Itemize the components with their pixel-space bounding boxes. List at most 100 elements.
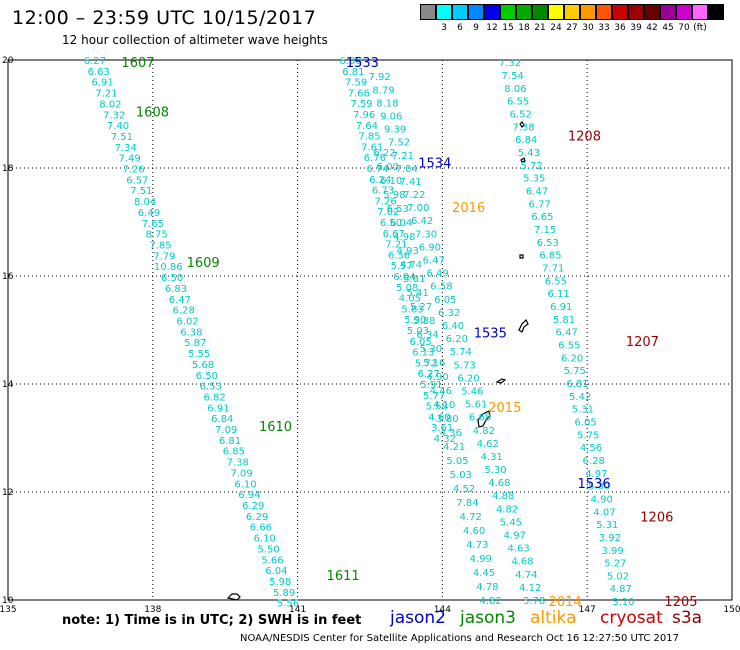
- pass-label: 1536: [578, 477, 611, 492]
- island-north-1: [518, 318, 529, 333]
- satellite-tracks: 6.276.636.917.218.027.327.407.517.347.49…: [84, 56, 635, 610]
- swh-value: 6.38: [180, 327, 202, 338]
- swh-value: 6.55: [558, 340, 580, 351]
- swh-value: 5.98: [269, 577, 291, 588]
- swh-value: 6.50: [161, 273, 183, 284]
- swh-value: 4.74: [515, 570, 537, 581]
- swh-value: 5.43: [518, 148, 540, 159]
- swh-value: 7.40: [107, 121, 129, 132]
- scale-swatch: [500, 4, 516, 20]
- swh-value: 6.63: [88, 67, 110, 78]
- scale-label: 33: [598, 23, 610, 33]
- swh-value: 3.99: [601, 546, 623, 557]
- legend-s3a: s3a: [672, 608, 703, 628]
- swh-value: 7.30: [415, 229, 437, 240]
- island-north-4: [519, 121, 525, 128]
- swh-value: 5.03: [407, 326, 429, 337]
- swh-value: 6.47: [556, 328, 578, 339]
- swh-value: 7.09: [230, 468, 252, 479]
- swh-value: 7.09: [215, 425, 237, 436]
- swh-value: 5.35: [523, 174, 545, 185]
- swh-value: 5.83: [401, 304, 423, 315]
- swh-value: 4.12: [519, 583, 541, 594]
- pass-labels: 1607 1608 1609 1610 1611 1533 1534 1535 1536 2016…: [121, 56, 697, 610]
- swh-value: 6.53: [537, 238, 559, 249]
- scale-swatch: [452, 4, 468, 20]
- swh-value: 7.15: [534, 225, 556, 236]
- swh-value: 6.82: [203, 392, 225, 403]
- scale-swatch: [692, 4, 708, 20]
- swh-value: 5.87: [184, 338, 206, 349]
- swh-value: 7.61: [361, 142, 383, 153]
- swh-value: 6.83: [165, 284, 187, 295]
- swh-value: 7.04: [396, 164, 418, 175]
- swh-value: 6.10: [380, 176, 402, 187]
- swh-value: 7.49: [118, 154, 140, 165]
- swh-value: 6.73: [372, 186, 394, 197]
- island-north-2: [519, 254, 524, 259]
- swh-value: 7.84: [456, 498, 478, 509]
- scale-label: 18: [518, 23, 530, 33]
- swh-value: 5.81: [403, 274, 425, 285]
- scale-swatch: [516, 4, 532, 20]
- scale-swatch: [676, 4, 692, 20]
- swh-value: 6.05: [409, 337, 431, 348]
- swh-value: 5.90: [404, 315, 426, 326]
- swh-value: 5.30: [484, 465, 506, 476]
- legend-jason3: jason3: [460, 608, 516, 628]
- swh-value: 6.81: [219, 436, 241, 447]
- scale-swatch: [660, 4, 676, 20]
- swh-value: 7.22: [403, 190, 425, 201]
- swh-value: 7.96: [353, 110, 375, 121]
- swh-value: 5.02: [607, 571, 629, 582]
- pass-label: 1533: [346, 56, 379, 71]
- pass-label: 1607: [121, 56, 154, 71]
- swh-value: 7.71: [542, 263, 564, 274]
- swh-value: 4.90: [591, 494, 613, 505]
- swh-value: 7.64: [356, 121, 378, 132]
- lon-tick-label: 150: [723, 605, 740, 615]
- swh-value: 4.36: [440, 428, 462, 439]
- swh-value: 6.81: [566, 379, 588, 390]
- swh-value: 4.46: [430, 386, 452, 397]
- swh-value: 7.59: [350, 99, 372, 110]
- swh-value: 5.89: [273, 588, 295, 599]
- scale-label: (ft): [693, 23, 707, 33]
- swh-value: 7.51: [111, 132, 133, 143]
- swh-value: 4.87: [610, 584, 632, 595]
- swh-value: 4.63: [508, 544, 530, 555]
- swh-value: 6.84: [211, 414, 233, 425]
- swh-value: 5.42: [569, 392, 591, 403]
- swh-value: 4.56: [580, 443, 602, 454]
- swh-value: 5.81: [553, 315, 575, 326]
- legend-cryosat: cryosat: [600, 608, 663, 628]
- swh-value: 5.45: [500, 517, 522, 528]
- swh-value: 4.78: [476, 582, 498, 593]
- pass-label: 1609: [187, 256, 220, 271]
- swh-value: 6.91: [207, 403, 229, 414]
- swh-value: 6.00: [340, 56, 362, 67]
- swh-value: 6.49: [138, 208, 160, 219]
- swh-value: 4.68: [488, 478, 510, 489]
- swh-value: 5.75: [577, 430, 599, 441]
- units-note: note: 1) Time is in UTC; 2) SWH is in fe…: [62, 613, 362, 628]
- swh-value: 4.73: [466, 540, 488, 551]
- swh-value: 5.05: [446, 456, 468, 467]
- swh-value: 6.94: [238, 490, 260, 501]
- lon-tick-label: 135: [0, 605, 17, 615]
- scale-swatch: [612, 4, 628, 20]
- swh-value: 8.06: [504, 84, 526, 95]
- swh-value: 7.21: [385, 240, 407, 251]
- lon-tick-label: 138: [144, 605, 161, 615]
- legend-altika: altika: [530, 608, 577, 628]
- island-guam: [477, 410, 491, 428]
- island-north-3: [520, 157, 526, 163]
- legend-jason2: jason2: [390, 608, 446, 628]
- lat-tick-label: 18: [2, 164, 14, 174]
- swh-value: 6.47: [526, 186, 548, 197]
- swh-value: 4.82: [496, 504, 518, 515]
- swh-value: 5.31: [572, 405, 594, 416]
- swh-value: 5.68: [192, 360, 214, 371]
- swh-value: 6.32: [438, 308, 460, 319]
